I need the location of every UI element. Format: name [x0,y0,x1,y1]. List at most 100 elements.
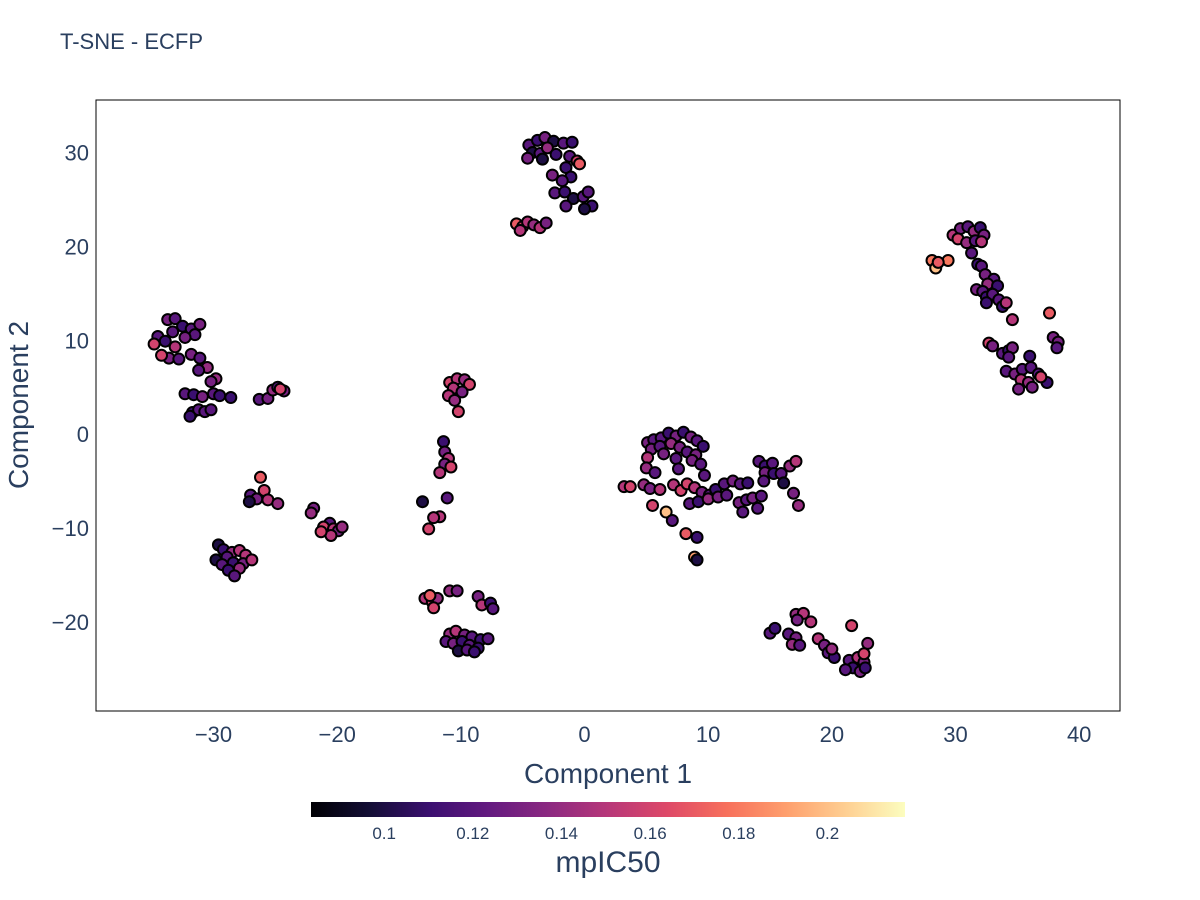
scatter-point-256 [741,476,755,490]
x-tick-label: 0 [578,722,590,747]
scatter-point-104 [192,363,206,377]
scatter-point-274 [768,621,782,635]
scatter-point-168 [433,466,447,480]
x-tick-label: 20 [820,722,844,747]
scatter-point-159 [455,385,469,399]
scatter-point-97 [168,340,182,354]
scatter-point-244 [659,505,673,519]
scatter-point-293 [857,647,871,661]
scatter-point-20 [558,185,572,199]
scatter-point-62 [999,296,1013,310]
plot-frame [95,99,1121,712]
scatter-point-207 [696,439,710,453]
scatter-point-172 [427,511,441,525]
scatter-point-224 [623,480,637,494]
colorbar-tick-label: 0.12 [456,824,489,843]
scatter-point-87 [147,337,161,351]
scatter-point-130 [271,497,285,511]
x-tick-label: −10 [442,722,479,747]
scatter-point-249 [690,553,704,567]
scatter-point-254 [754,489,768,503]
scatter-point-14 [573,157,587,171]
scatter-point-102 [193,351,207,365]
scatter-point-112 [224,391,238,405]
scatter-point-222 [697,468,711,482]
scatter-point-150 [245,553,259,567]
scatter-point-173 [422,522,436,536]
scatter-point-138 [335,520,349,534]
scatter-point-70 [1002,350,1016,364]
colorbar-title: mpIC50 [555,846,660,879]
scatter-point-16 [545,168,559,182]
scatter-point-198 [467,645,481,659]
scatter-point-95 [166,325,180,339]
scatter-point-92 [193,317,207,331]
scatter-point-139 [314,525,328,539]
scatter-point-128 [242,495,256,509]
scatter-point-123 [273,382,287,396]
scatter-point-5 [565,135,579,149]
scatter-point-111 [213,389,227,403]
scatter-point-157 [462,377,476,391]
scatter-point-167 [444,460,458,474]
scatter-point-33 [539,216,553,230]
scatter-point-161 [448,393,462,407]
scatter-point-170 [415,495,429,509]
y-axis-ticks: −20 −10 0 10 20 30 [52,141,89,635]
scatter-point-89 [168,312,182,326]
scatter-point-268 [791,498,805,512]
scatter-point-218 [694,457,708,471]
x-tick-label: 10 [696,722,720,747]
scatter-point-100 [172,352,186,366]
scatter-point-63 [1005,313,1019,327]
colorbar-tick-label: 0.1 [372,824,396,843]
scatter-point-283 [825,642,839,656]
scatter-point-184 [486,602,500,616]
scatter-point-48 [965,246,979,260]
scatter-point-73 [1050,341,1064,355]
scatter-point-64 [1043,306,1057,320]
scatter-point-215 [657,447,671,461]
x-tick-label: 30 [943,722,967,747]
y-axis-label: Component 2 [3,321,34,489]
x-tick-label: 40 [1067,722,1091,747]
scatter-point-109 [195,390,209,404]
scatter-point-43 [974,235,988,249]
scatter-point-11 [535,152,549,166]
y-tick-label: 10 [65,328,89,353]
scatter-point-247 [690,530,704,544]
scatter-point-162 [451,405,465,419]
scatter-point-96 [158,334,172,348]
colorbar-ticks: 0.1 0.12 0.14 0.16 0.18 0.2 [372,824,839,843]
scatter-point-242 [720,488,734,502]
scatter-point-61 [979,296,993,310]
scatter-point-227 [653,483,667,497]
colorbar-tick-label: 0.16 [634,824,667,843]
scatter-point-284 [845,619,859,633]
scatter-point-169 [440,491,454,505]
scatter-point-216 [669,452,683,466]
scatter-point-180 [450,584,464,598]
colorbar-tick-label: 0.18 [722,824,755,843]
y-tick-label: −10 [52,516,89,541]
scatter-point-291 [858,661,872,675]
scatter-point-243 [646,498,660,512]
scatter-point-74 [1023,349,1037,363]
scatter-point-259 [765,456,779,470]
scatter-point-66 [986,339,1000,353]
scatter-point-23 [581,185,595,199]
x-tick-label: −30 [195,722,232,747]
scatter-point-10 [521,151,535,165]
scatter-point-99 [155,348,169,362]
scatter-point-278 [793,638,807,652]
scatter-point-245 [665,513,679,527]
scatter-point-8 [540,141,554,155]
scatter-point-272 [804,615,818,629]
scatter-points [147,131,1065,679]
scatter-point-266 [777,476,791,490]
scatter-point-178 [427,601,441,615]
scatter-point-117 [183,409,197,423]
scatter-point-163 [437,435,451,449]
y-tick-label: 0 [77,422,89,447]
